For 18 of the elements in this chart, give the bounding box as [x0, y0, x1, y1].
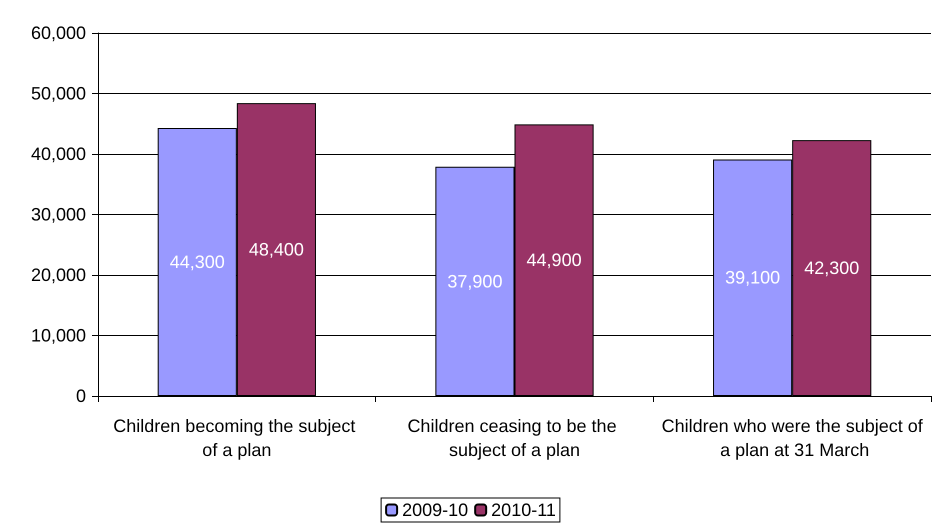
data-label: 44,300: [170, 252, 225, 272]
y-tick-label: 20,000: [30, 265, 86, 285]
legend-label: 2010-11: [491, 500, 556, 520]
data-label: 48,400: [248, 240, 304, 260]
y-tick-label: 40,000: [30, 144, 86, 164]
data-label: 44,900: [526, 250, 582, 270]
y-tick-label: 50,000: [30, 84, 86, 104]
y-tick-label: 60,000: [30, 23, 86, 43]
x-tick-label: Children ceasing to be the subject of a plan: [407, 416, 622, 460]
x-tick-label: Children who were the subject of a plan at 31 March: [662, 416, 924, 460]
y-tick-label: 10,000: [30, 326, 86, 346]
x-tick-label: Children becoming the subject of a plan: [113, 416, 360, 460]
y-tick-label: 30,000: [30, 204, 86, 224]
data-label: 39,100: [725, 268, 780, 288]
data-label: 42,300: [804, 258, 860, 278]
data-label: 37,900: [447, 271, 502, 292]
y-tick-label: 0: [76, 386, 86, 406]
legend-label: 2009-10: [402, 500, 468, 520]
